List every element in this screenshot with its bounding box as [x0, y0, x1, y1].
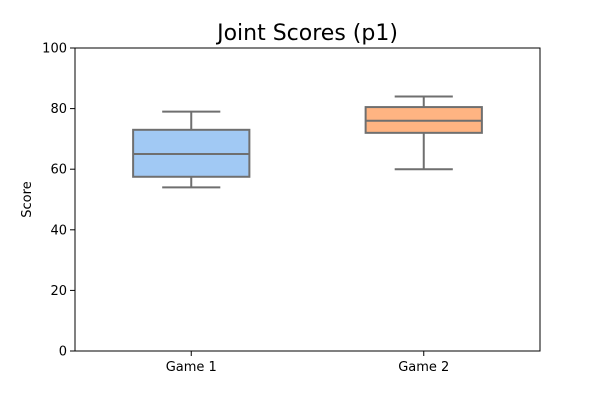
x-tick-label: Game 2 [398, 360, 449, 375]
plot-area-frame [74, 47, 541, 352]
y-axis-label: Score [20, 181, 35, 217]
boxes-layer [132, 95, 483, 189]
box-1 [132, 110, 251, 189]
y-tick-label: 60 [50, 163, 67, 178]
y-tick-label: 80 [50, 102, 67, 117]
y-tick-label: 40 [50, 223, 67, 238]
y-axis-ticks: 0 20 40 60 80 100 [42, 42, 75, 360]
x-axis-ticks: Game 1 Game 2 [166, 351, 449, 375]
x-tick-label: Game 1 [166, 360, 217, 375]
y-tick-label: 100 [42, 42, 67, 57]
y-tick-label: 0 [59, 345, 67, 360]
chart-title: Joint Scores (p1) [215, 21, 398, 46]
box-2 [364, 95, 483, 171]
y-tick-label: 20 [50, 284, 67, 299]
